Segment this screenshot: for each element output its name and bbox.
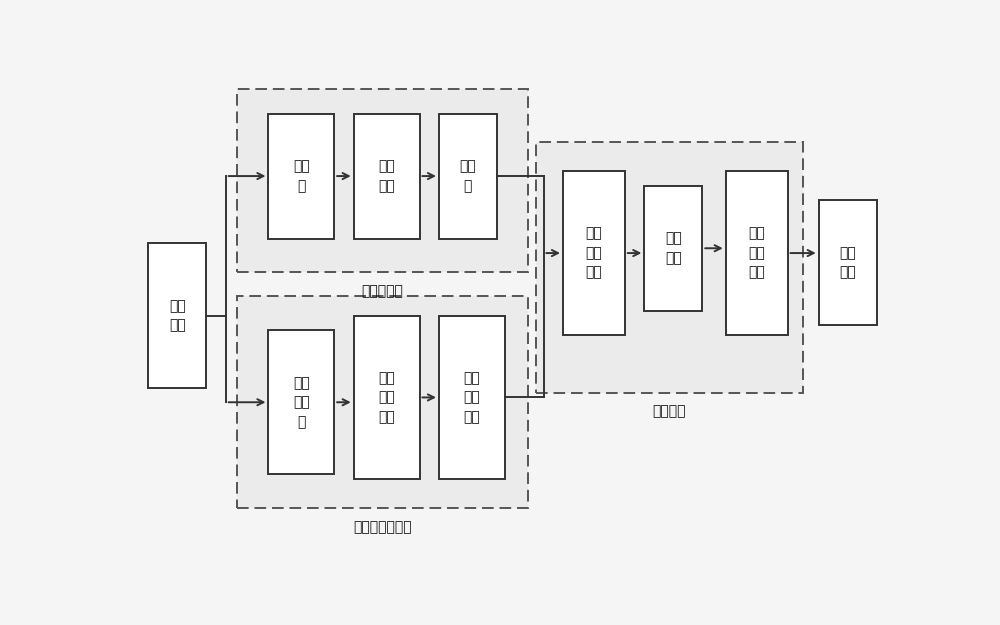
Text: 平滑
滤波: 平滑 滤波 — [378, 159, 395, 193]
Bar — [439, 114, 497, 239]
Bar — [237, 296, 528, 508]
Bar — [644, 186, 702, 311]
Bar — [268, 330, 334, 474]
Text: 灰度
化: 灰度 化 — [293, 159, 310, 193]
Text: 图像
截取: 图像 截取 — [665, 231, 682, 265]
Bar — [354, 114, 420, 239]
Bar — [726, 171, 788, 335]
Text: 图像二值化: 图像二值化 — [362, 284, 404, 298]
Bar — [536, 142, 803, 392]
Bar — [439, 316, 505, 479]
Text: 水平
位置
确定: 水平 位置 确定 — [586, 226, 602, 279]
Bar — [268, 114, 334, 239]
Bar — [819, 200, 877, 325]
Text: 条纹
坐标
识别: 条纹 坐标 识别 — [748, 226, 765, 279]
Text: 数据
输出: 数据 输出 — [839, 246, 856, 279]
Text: 残缺
条纹
去除: 残缺 条纹 去除 — [463, 371, 480, 424]
Text: 二值
化: 二值 化 — [460, 159, 476, 193]
Bar — [237, 89, 528, 272]
Text: 间距识别: 间距识别 — [653, 404, 686, 419]
Text: 二值图像后处理: 二值图像后处理 — [353, 520, 412, 534]
Text: 孤立
点去
除: 孤立 点去 除 — [293, 376, 310, 429]
Bar — [354, 316, 420, 479]
Text: 图像
获取: 图像 获取 — [169, 299, 186, 332]
Bar — [148, 243, 206, 388]
Bar — [563, 171, 625, 335]
Text: 内部
缺陷
去除: 内部 缺陷 去除 — [378, 371, 395, 424]
